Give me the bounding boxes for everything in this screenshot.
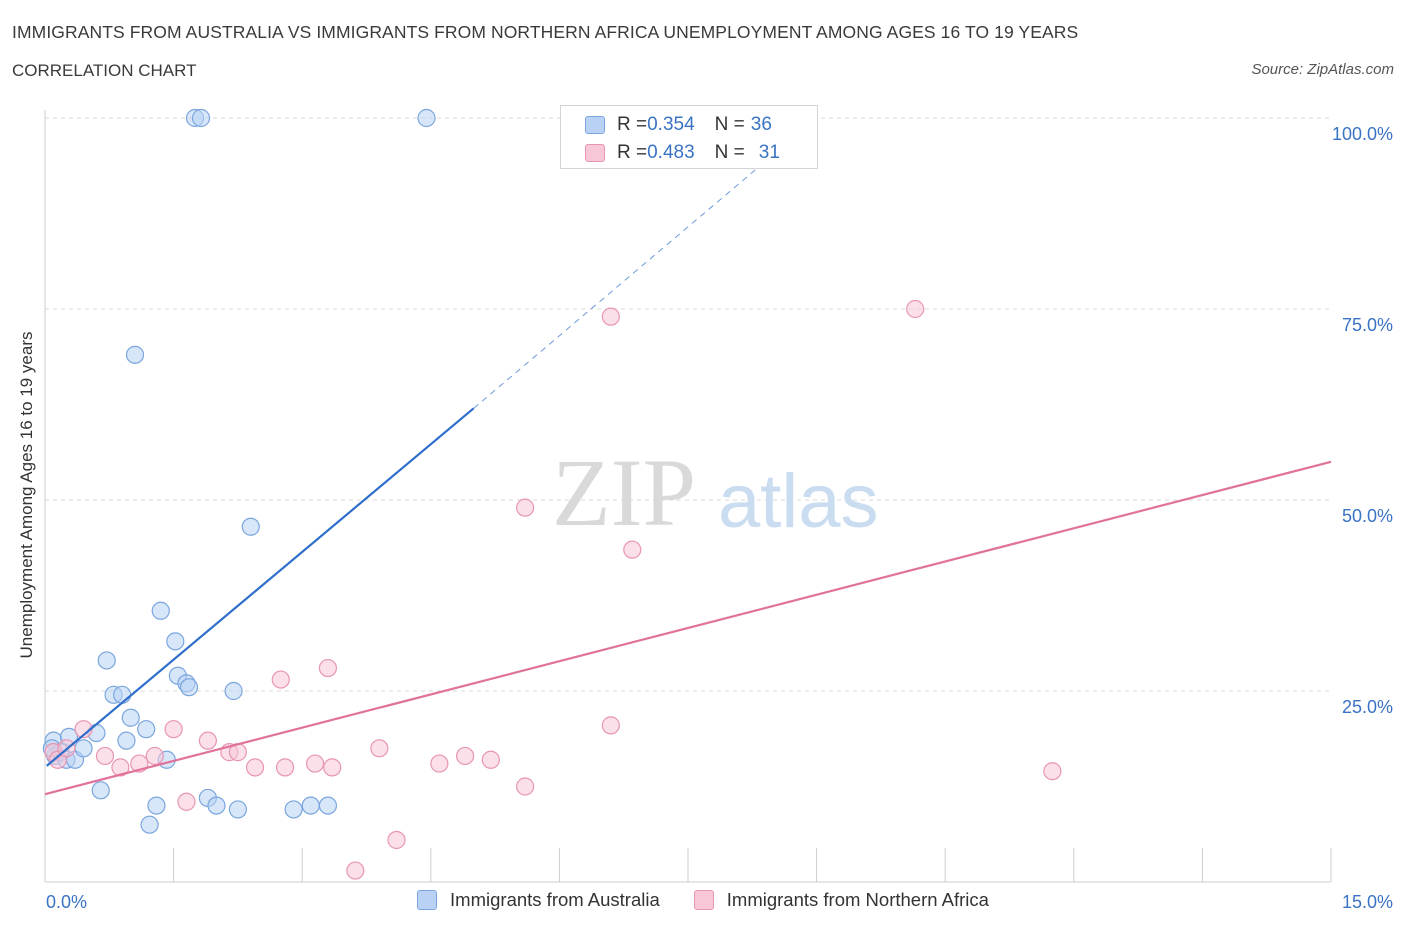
australia-point <box>241 517 260 536</box>
northern-africa-point <box>601 716 620 735</box>
northern-africa-point <box>455 746 475 766</box>
northern-africa-point <box>323 758 342 777</box>
australia-point <box>113 685 132 704</box>
northern-africa-point <box>601 307 620 326</box>
series-australia <box>42 108 436 834</box>
r-value: 0.354 <box>647 114 695 135</box>
northern-africa-point <box>305 754 325 773</box>
r-label: R = <box>617 142 648 163</box>
australia-point <box>140 815 159 834</box>
australia-point <box>191 108 211 128</box>
chart-source: Source: ZipAtlas.com <box>1251 61 1394 78</box>
y-tick-label: 100.0% <box>1332 124 1393 144</box>
northern-africa-point <box>516 498 535 517</box>
x-tick-label: 0.0% <box>46 892 87 912</box>
northern-africa-point <box>1043 762 1062 781</box>
australia-point <box>91 781 110 800</box>
australia-point <box>117 731 136 750</box>
northern-africa-point <box>318 658 338 678</box>
australia-point <box>147 796 166 815</box>
australia-point <box>417 108 436 128</box>
northern-africa-point <box>387 830 406 850</box>
australia-point <box>318 796 338 815</box>
northern-africa-point <box>623 540 642 559</box>
legend-item-northern-africa[interactable]: Immigrants from Northern Africa <box>693 889 989 911</box>
australia-point <box>74 739 93 758</box>
northern-africa-point <box>111 758 130 777</box>
australia-swatch <box>417 890 438 910</box>
northern-africa-point <box>370 739 389 758</box>
northern-africa-trend-line <box>44 460 1332 796</box>
r-label: R = <box>617 114 648 135</box>
watermark-atlas: atlas <box>718 459 879 544</box>
australia-point <box>151 601 170 620</box>
x-tick-label: 15.0% <box>1342 892 1393 912</box>
northern-africa-point <box>198 731 217 750</box>
northern-africa-swatch <box>693 890 714 910</box>
n-label: N = <box>714 142 745 163</box>
northern-africa-point <box>906 299 925 319</box>
australia-trend-line <box>46 407 475 767</box>
northern-africa-point <box>481 750 500 769</box>
australia-point <box>179 678 199 697</box>
northern-africa-point <box>95 746 115 766</box>
n-value: 31 <box>758 142 780 163</box>
northern-africa-point <box>346 861 365 880</box>
tick-labels: 25.0% 50.0% 75.0% 100.0% 0.0% 15.0% <box>46 124 1393 912</box>
australia-point <box>121 708 140 727</box>
chart-subtitle: CORRELATION CHART <box>12 61 197 80</box>
northern-africa-point <box>275 758 295 777</box>
series-northern-africa <box>44 299 1062 880</box>
northern-africa-point <box>245 758 265 777</box>
australia-swatch <box>585 116 605 134</box>
australia-point <box>207 796 226 815</box>
stats-legend-row-northern-africa: R = 0.483 N = 31 <box>585 141 780 165</box>
australia-point <box>166 632 185 651</box>
australia-point <box>284 800 303 819</box>
northern-africa-point <box>271 670 290 689</box>
northern-africa-swatch <box>585 144 605 162</box>
australia-point <box>125 345 145 364</box>
legend-item-australia[interactable]: Immigrants from Australia <box>417 889 660 911</box>
r-value: 0.483 <box>647 142 695 163</box>
northern-africa-point <box>430 754 449 773</box>
watermark-zip: ZIP <box>552 439 696 546</box>
northern-africa-point <box>145 746 164 766</box>
watermark: ZIP atlas <box>552 439 879 546</box>
stats-legend-row-australia: R = 0.354 N = 36 <box>585 113 772 137</box>
y-tick-label: 50.0% <box>1342 506 1393 526</box>
australia-point <box>224 681 243 701</box>
northern-africa-point <box>177 792 196 811</box>
n-label: N = <box>714 114 745 135</box>
australia-point <box>97 651 116 670</box>
stats-legend: R = 0.354 N = 36 R = 0.483 N = 31 <box>560 105 818 169</box>
australia-point <box>228 800 247 819</box>
legend-label-northern-africa: Immigrants from Northern Africa <box>726 889 989 910</box>
australia-point <box>301 796 320 815</box>
y-tick-label: 25.0% <box>1342 697 1393 717</box>
legend-label-australia: Immigrants from Australia <box>450 889 660 910</box>
australia-point <box>137 720 156 739</box>
northern-africa-point <box>516 777 535 796</box>
chart-title: IMMIGRANTS FROM AUSTRALIA VS IMMIGRANTS … <box>12 22 1079 42</box>
series-legend: Immigrants from Australia Immigrants fro… <box>0 889 1406 911</box>
y-tick-label: 75.0% <box>1342 315 1393 335</box>
northern-africa-point <box>164 720 183 739</box>
n-value: 36 <box>750 114 772 135</box>
